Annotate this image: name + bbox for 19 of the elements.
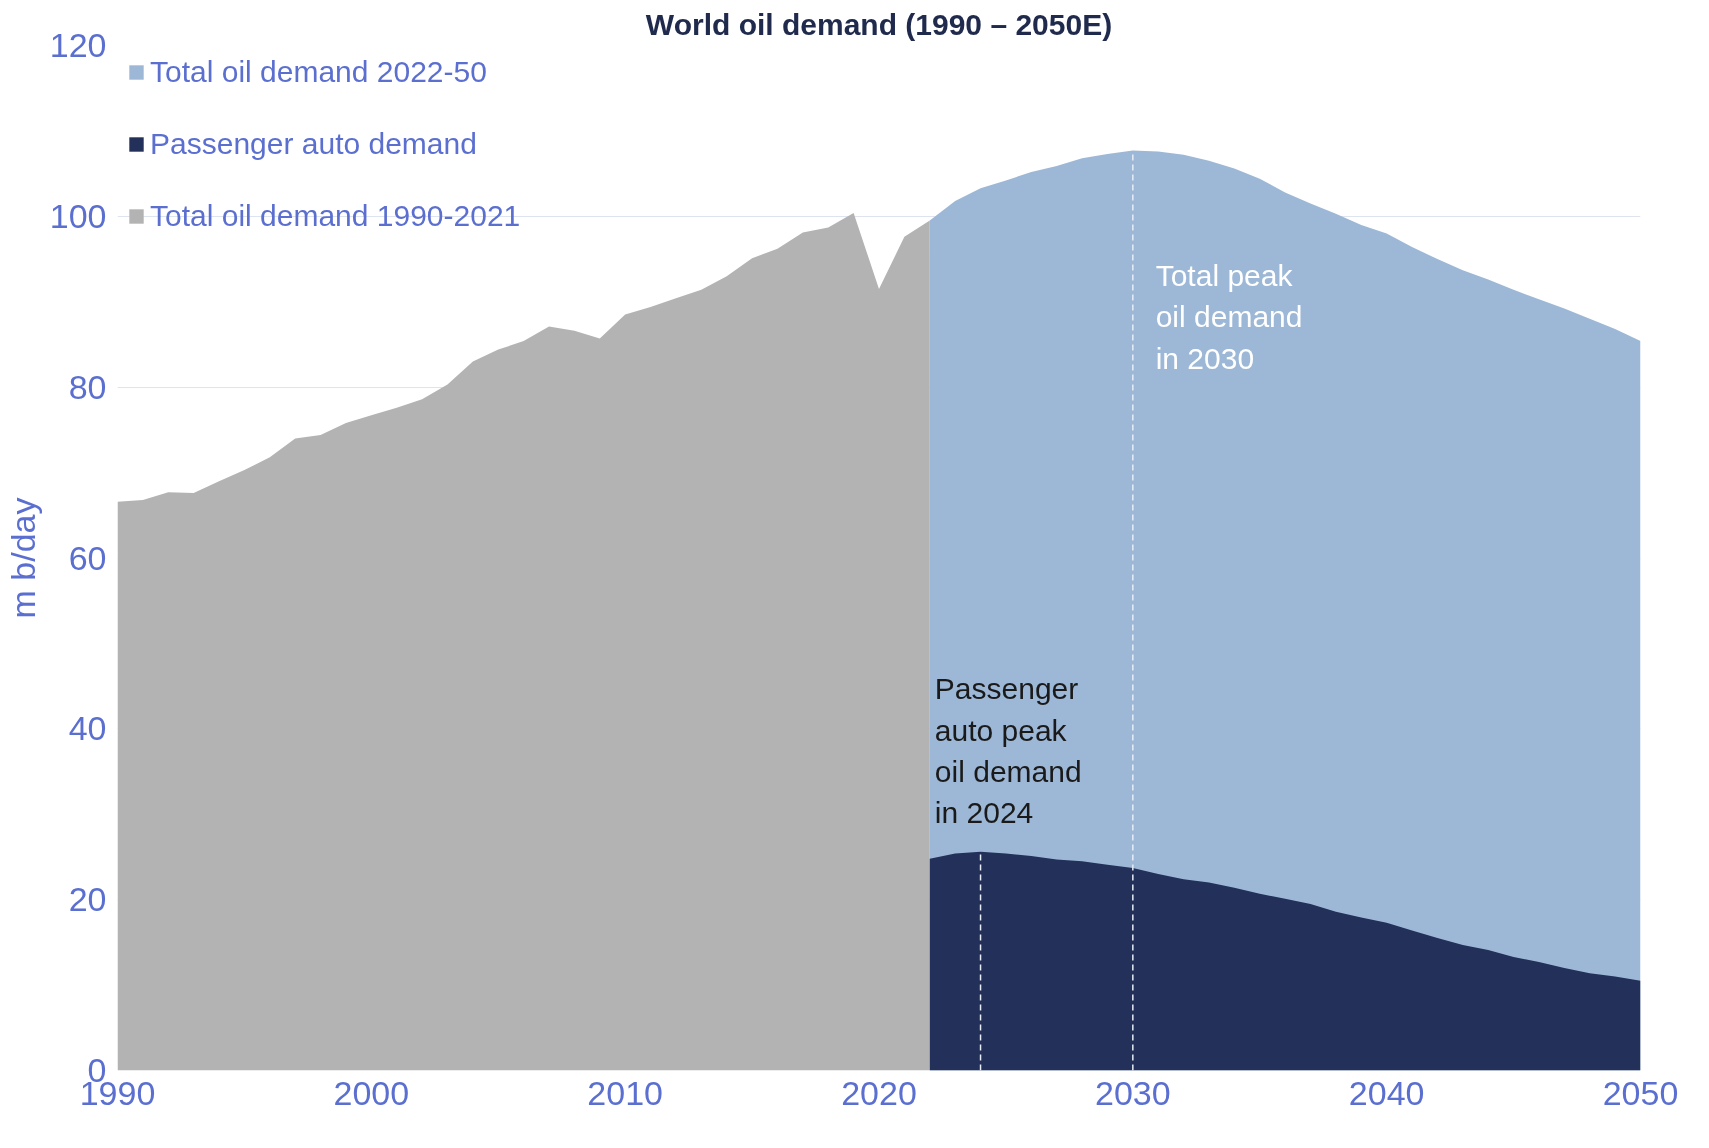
x-tick-label: 2050	[1602, 1073, 1679, 1112]
y-tick-label: 60	[68, 538, 107, 577]
x-tick-label: 2000	[333, 1073, 410, 1112]
x-tick-label: 2030	[1095, 1073, 1171, 1112]
legend-label: Passenger auto demand	[150, 127, 477, 161]
y-tick-label: 40	[68, 709, 107, 748]
x-tick-label: 2020	[841, 1073, 917, 1112]
chart-title: World oil demand (1990 – 2050E)	[645, 7, 1113, 41]
x-tick-label: 2010	[587, 1073, 663, 1112]
x-tick-label: 2040	[1348, 1073, 1425, 1112]
y-axis-title: m b/day	[3, 497, 42, 619]
legend-label: Total oil demand 1990-2021	[150, 199, 521, 233]
ref-line-label: Total peak oil demand in 2030	[1155, 259, 1303, 375]
ref-line-label: Passenger auto peak oil demand in 2024	[934, 672, 1082, 830]
y-tick-label: 100	[49, 196, 107, 235]
y-tick-label: 120	[49, 26, 107, 64]
y-tick-label: 80	[68, 367, 107, 406]
legend-label: Total oil demand 2022-50	[150, 55, 487, 89]
y-tick-label: 20	[68, 880, 107, 919]
